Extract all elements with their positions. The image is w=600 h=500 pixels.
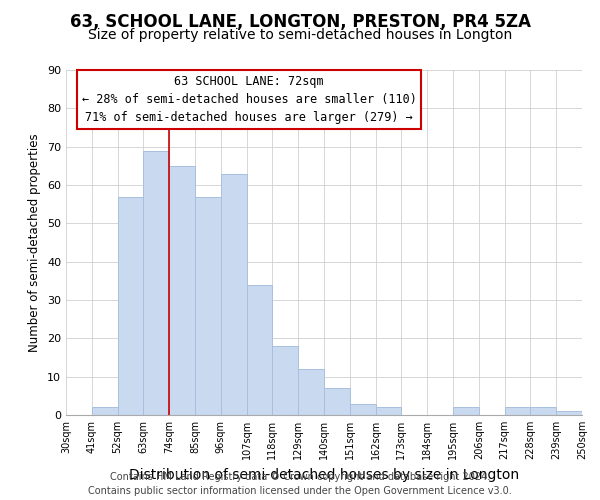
Text: Size of property relative to semi-detached houses in Longton: Size of property relative to semi-detach… — [88, 28, 512, 42]
Text: Contains HM Land Registry data © Crown copyright and database right 2024.: Contains HM Land Registry data © Crown c… — [110, 472, 490, 482]
Bar — [376, 408, 401, 415]
Bar — [350, 404, 376, 415]
Bar — [453, 408, 479, 415]
Bar — [92, 408, 118, 415]
Bar — [221, 174, 247, 415]
Y-axis label: Number of semi-detached properties: Number of semi-detached properties — [28, 133, 41, 352]
Bar — [505, 408, 530, 415]
Bar — [169, 166, 195, 415]
Bar — [298, 369, 324, 415]
Bar — [195, 196, 221, 415]
Text: 63 SCHOOL LANE: 72sqm
← 28% of semi-detached houses are smaller (110)
71% of sem: 63 SCHOOL LANE: 72sqm ← 28% of semi-deta… — [82, 75, 416, 124]
Text: Contains public sector information licensed under the Open Government Licence v3: Contains public sector information licen… — [88, 486, 512, 496]
Bar — [143, 150, 169, 415]
X-axis label: Distribution of semi-detached houses by size in Longton: Distribution of semi-detached houses by … — [129, 468, 519, 481]
Bar — [272, 346, 298, 415]
Bar — [556, 411, 582, 415]
Bar — [247, 284, 272, 415]
Bar — [118, 196, 143, 415]
Bar — [324, 388, 350, 415]
Bar — [530, 408, 556, 415]
Text: 63, SCHOOL LANE, LONGTON, PRESTON, PR4 5ZA: 63, SCHOOL LANE, LONGTON, PRESTON, PR4 5… — [70, 12, 530, 30]
